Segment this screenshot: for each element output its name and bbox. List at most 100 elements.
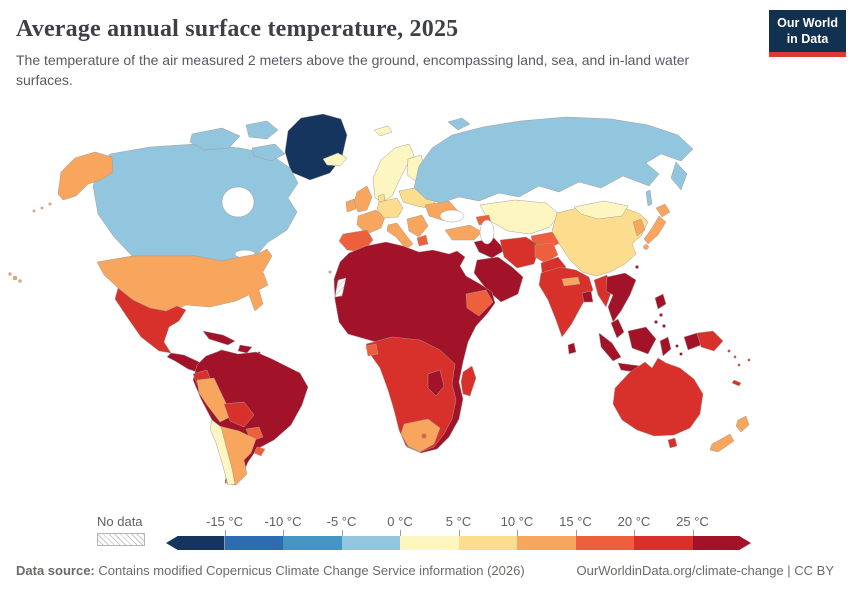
legend-bin-6[interactable]: [517, 536, 576, 550]
country-south-africa[interactable]: [400, 418, 441, 453]
legend-bin-2[interactable]: [283, 536, 342, 550]
hawaii-island-1[interactable]: [8, 272, 12, 276]
page-title: Average annual surface temperature, 2025: [16, 16, 459, 42]
no-data-swatch[interactable]: [97, 533, 145, 546]
country-bangladesh[interactable]: [581, 290, 594, 303]
philippines-island-3[interactable]: [662, 324, 666, 328]
japan-kyushu[interactable]: [643, 244, 649, 250]
country-mongolia[interactable]: [573, 200, 629, 220]
legend-bin-7[interactable]: [575, 536, 634, 550]
legend-bin-3[interactable]: [341, 536, 400, 550]
country-france[interactable]: [356, 209, 386, 235]
philippines-island-1[interactable]: [659, 313, 663, 317]
data-source-label: Data source:: [16, 563, 95, 578]
region-central-europe[interactable]: [376, 197, 404, 219]
country-iceland[interactable]: [322, 152, 348, 167]
country-united-kingdom[interactable]: [353, 185, 373, 213]
japan-hokkaido[interactable]: [655, 203, 671, 218]
legend-bin-9[interactable]: [692, 536, 751, 550]
country-italy[interactable]: [386, 222, 414, 250]
legend-bin-8[interactable]: [634, 536, 693, 550]
island-new-caledonia[interactable]: [731, 379, 742, 387]
region-indochina[interactable]: [605, 272, 637, 323]
aleutian-island-2[interactable]: [40, 206, 44, 210]
country-sri-lanka[interactable]: [567, 342, 577, 355]
legend-tick-mark-7: [634, 530, 635, 536]
country-bolivia[interactable]: [223, 401, 255, 428]
philippines-island-2[interactable]: [654, 320, 658, 324]
legend-bin-1[interactable]: [224, 536, 283, 550]
region-arabian-peninsula[interactable]: [473, 256, 524, 303]
legend-tick-label-4: 5 °C: [445, 514, 472, 529]
legend-bin-0[interactable]: [166, 536, 225, 550]
island-sumatra[interactable]: [598, 332, 622, 362]
legend-tick-label-0: -15 °C: [206, 514, 243, 529]
country-nepal[interactable]: [561, 276, 581, 287]
country-madagascar[interactable]: [460, 365, 477, 397]
license-link[interactable]: OurWorldinData.org/climate-change | CC B…: [576, 563, 834, 578]
country-ethiopia[interactable]: [465, 289, 494, 317]
legend-bin-5[interactable]: [458, 536, 517, 550]
region-malay-peninsula[interactable]: [610, 318, 625, 339]
island-borneo[interactable]: [627, 326, 657, 355]
island-molucca-2[interactable]: [679, 352, 683, 356]
country-india[interactable]: [538, 266, 594, 338]
region-western-sahara-no-data[interactable]: [334, 277, 347, 298]
aleutian-island-1[interactable]: [48, 202, 52, 206]
country-ireland[interactable]: [345, 198, 357, 213]
island-taiwan[interactable]: [635, 265, 639, 269]
region-balkans[interactable]: [406, 214, 429, 238]
country-cuba[interactable]: [202, 330, 236, 346]
country-greece[interactable]: [416, 234, 429, 247]
island-tasmania[interactable]: [667, 437, 678, 449]
island-solomon-2[interactable]: [733, 355, 737, 359]
country-canada-arctic-island-3[interactable]: [251, 143, 286, 162]
country-canada-arctic-island-2[interactable]: [245, 120, 279, 140]
country-philippines[interactable]: [654, 293, 667, 310]
legend-tick-mark-5: [517, 530, 518, 536]
region-kamchatka[interactable]: [670, 161, 688, 191]
owid-logo[interactable]: Our World in Data: [769, 10, 846, 58]
new-zealand-north-island[interactable]: [735, 415, 750, 433]
legend-colorbar: -15 °C -10 °C -5 °C 0 °C 5 °C 10 °C 15 °C 20 °C…: [166, 514, 751, 550]
country-greenland[interactable]: [284, 113, 348, 181]
country-uruguay[interactable]: [253, 446, 266, 457]
region-zimbabwe-mozambique[interactable]: [427, 369, 445, 397]
state-alaska[interactable]: [57, 151, 114, 201]
country-australia[interactable]: [612, 357, 704, 437]
country-china[interactable]: [551, 204, 649, 277]
island-canary[interactable]: [328, 270, 332, 274]
island-novaya-zemlya[interactable]: [447, 117, 471, 131]
country-chile[interactable]: [209, 419, 236, 486]
legend-bin-4[interactable]: [400, 536, 459, 550]
country-kazakhstan[interactable]: [479, 199, 560, 235]
country-canada[interactable]: [92, 143, 299, 262]
country-iran[interactable]: [499, 236, 541, 269]
country-russia[interactable]: [413, 116, 694, 204]
island-sakhalin[interactable]: [645, 189, 653, 207]
new-zealand-south-island[interactable]: [709, 433, 735, 453]
legend-tick-label-1: -10 °C: [264, 514, 302, 529]
island-sulawesi[interactable]: [659, 336, 672, 357]
aleutian-island-3[interactable]: [32, 209, 36, 213]
country-gabon[interactable]: [365, 343, 379, 357]
legend-tick-mark-8: [692, 530, 694, 536]
country-mexico[interactable]: [114, 287, 187, 354]
region-norway-sweden[interactable]: [372, 143, 415, 203]
country-peru[interactable]: [196, 377, 233, 423]
country-lesotho[interactable]: [421, 433, 427, 439]
island-svalbard[interactable]: [373, 125, 393, 137]
hawaii-island-3[interactable]: [18, 279, 22, 283]
country-papua-new-guinea[interactable]: [696, 330, 724, 352]
island-solomon-1[interactable]: [727, 349, 731, 353]
japan-honshu[interactable]: [643, 215, 667, 245]
region-korea[interactable]: [632, 218, 646, 237]
island-fiji[interactable]: [747, 358, 751, 362]
hawaii-island-2[interactable]: [12, 275, 18, 281]
country-turkey[interactable]: [444, 224, 483, 241]
island-vanuatu[interactable]: [737, 363, 741, 367]
island-molucca-1[interactable]: [675, 344, 679, 348]
country-afghanistan[interactable]: [534, 242, 559, 264]
island-hispaniola[interactable]: [237, 344, 253, 354]
country-canada-arctic-island-1[interactable]: [189, 127, 241, 151]
